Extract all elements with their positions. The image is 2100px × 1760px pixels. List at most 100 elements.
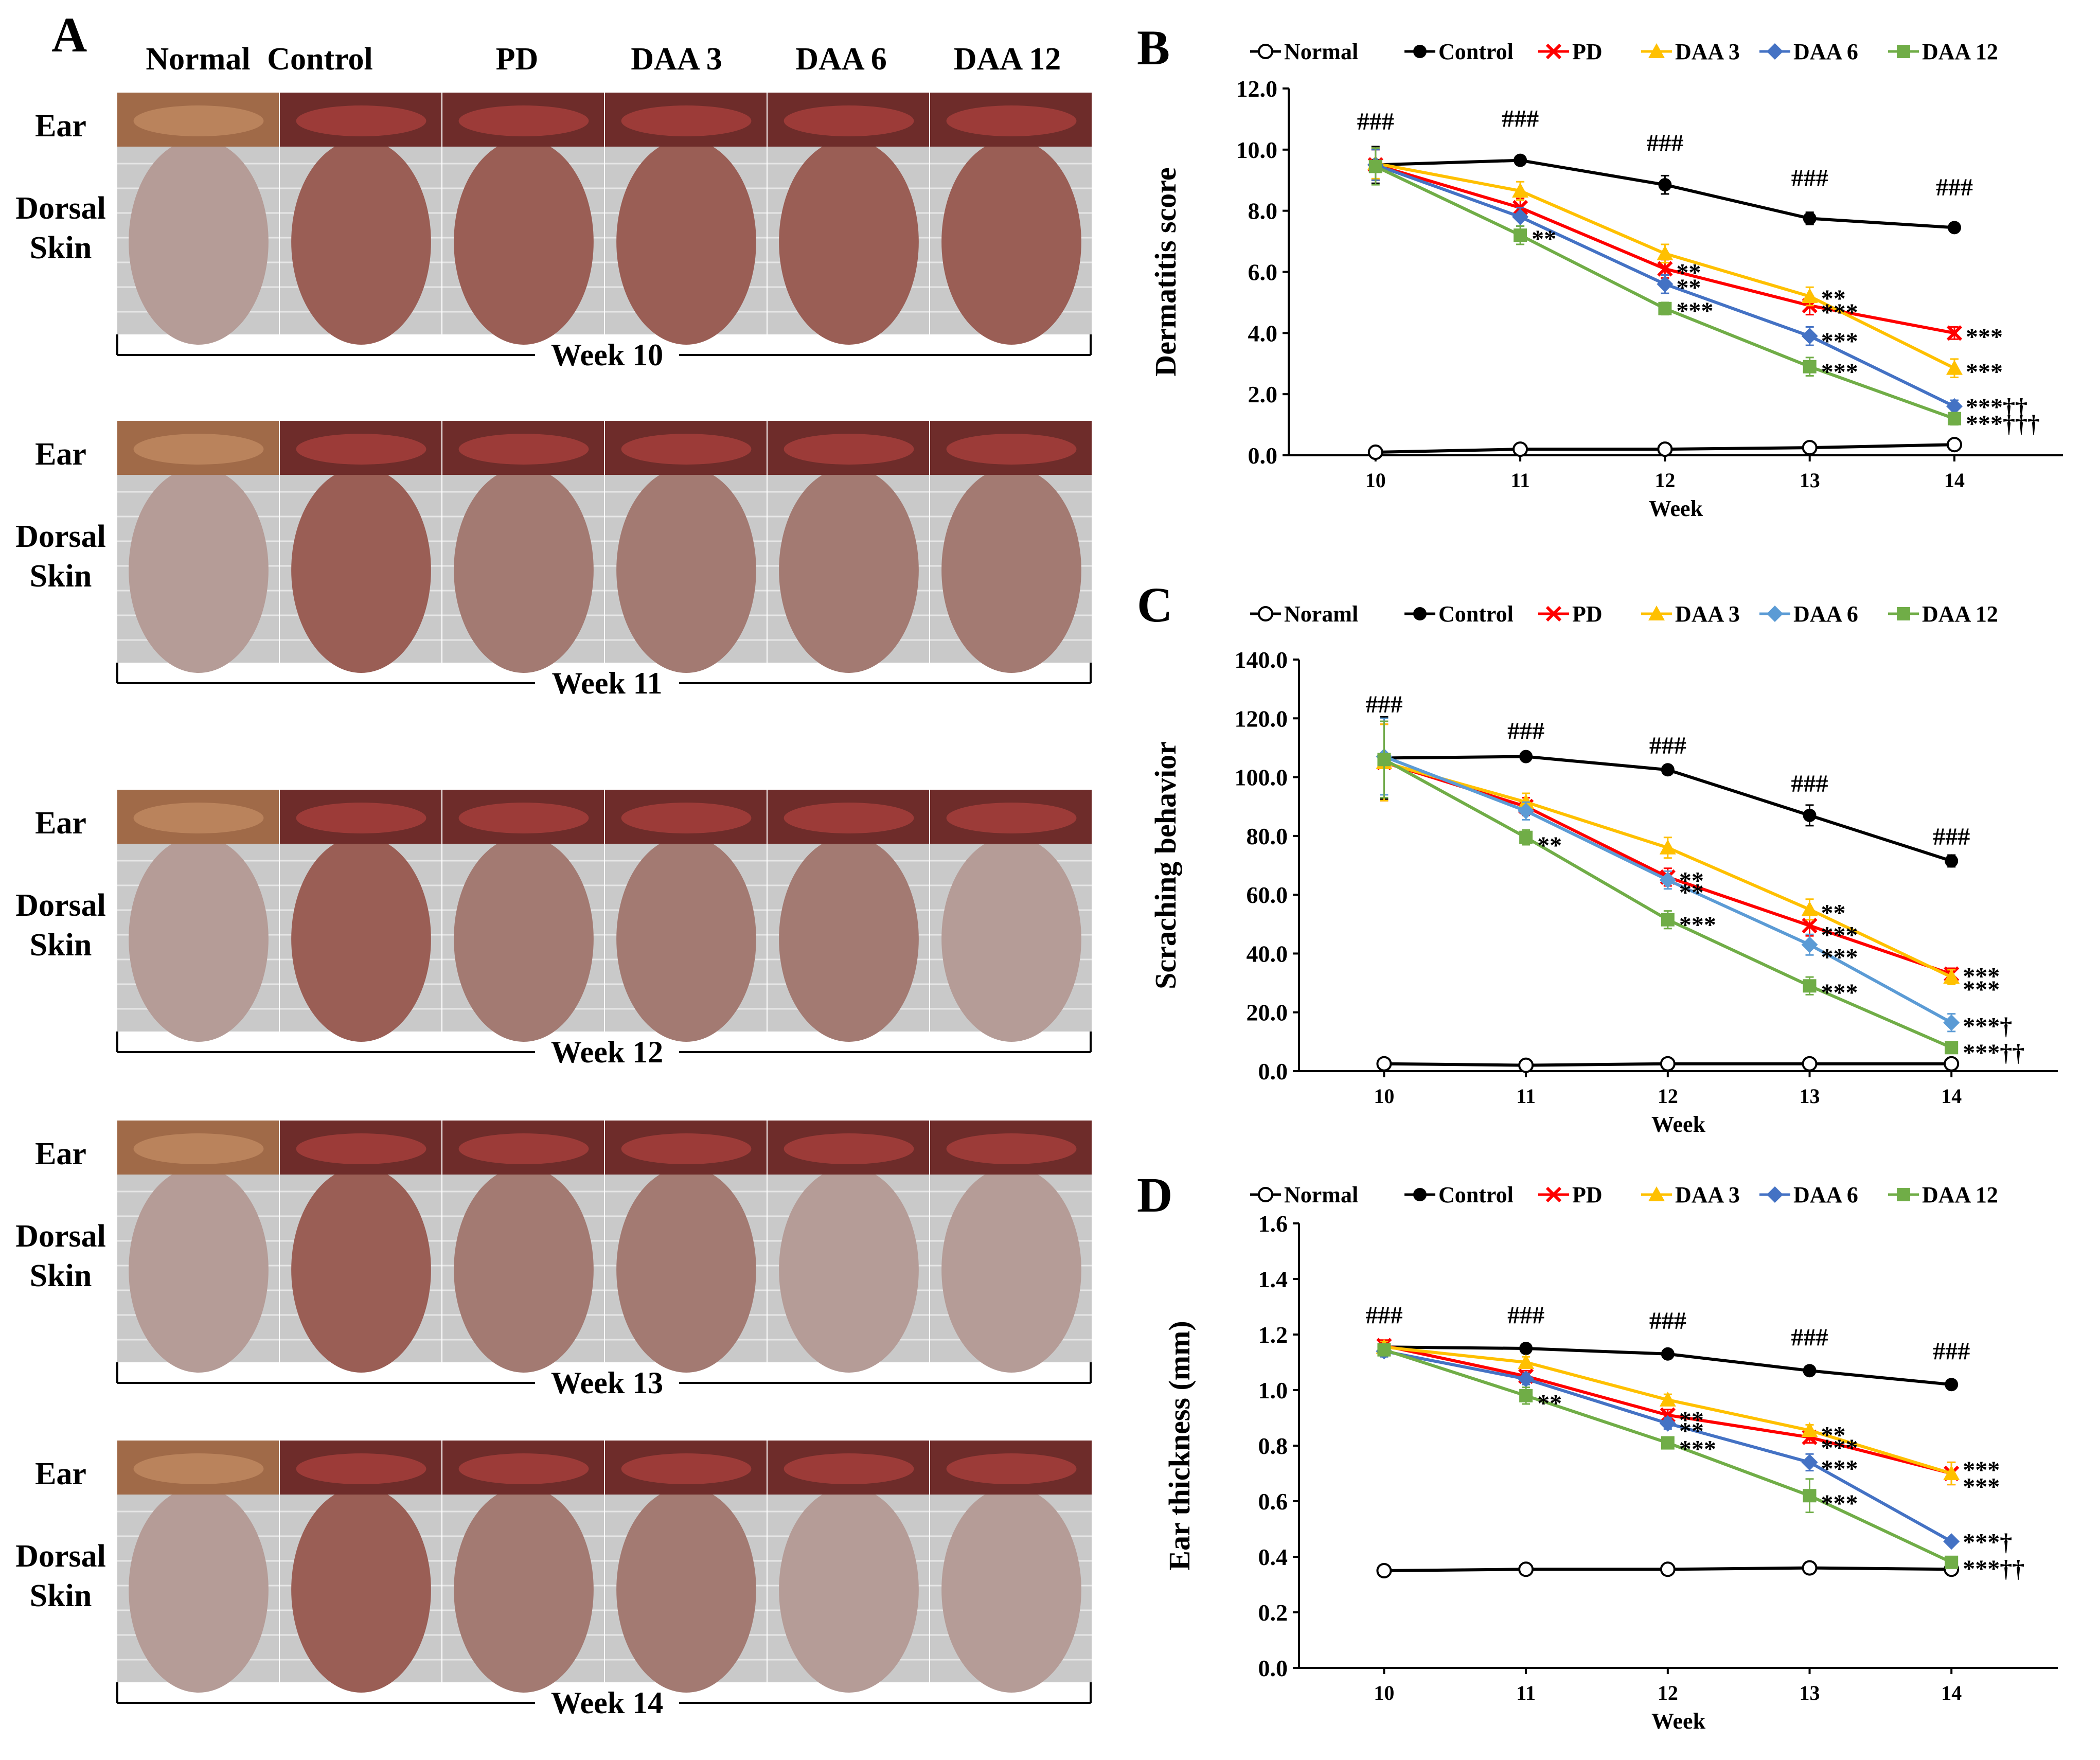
y-tick-label: 1.6 [1258,1211,1288,1237]
significance-mark: ** [1821,1422,1846,1449]
y-tick-label: 0.0 [1258,1655,1288,1681]
data-point-daa-12 [1948,412,1962,425]
data-point-control [1803,1364,1817,1378]
dorsal-skin-photo [129,139,269,345]
data-point-daa-6 [1943,1014,1960,1031]
significance-mark: *** [1821,979,1858,1006]
significance-mark: *** [1676,297,1713,325]
ear-detail [296,803,426,833]
column-header-daa-12: DAA 12 [954,42,1061,77]
legend-label-normal: Normal [1284,39,1358,64]
ear-detail [946,105,1077,136]
ear-detail [458,105,589,136]
photo-pd-week-11 [442,421,604,673]
photo-pd-week-12 [442,790,604,1042]
x-tick-label: 12 [1654,469,1675,492]
y-tick-label: 0.0 [1258,1058,1288,1085]
significance-mark: ### [1365,1302,1402,1329]
row-label-ear: Ear [35,1456,86,1491]
y-tick-label: 20.0 [1247,1000,1288,1026]
significance-mark: ** [1679,1407,1704,1434]
dorsal-skin-photo [291,1487,431,1693]
data-point-control [1945,854,1959,868]
data-point-control [1945,1378,1959,1392]
data-point-daa-12 [1519,830,1533,844]
legend-label-daa-12: DAA 12 [1922,1182,1998,1207]
legend-label-daa-6: DAA 6 [1793,1182,1858,1207]
significance-mark: *** [1821,1490,1858,1517]
ear-detail [621,1453,752,1484]
significance-mark: ### [1649,732,1686,759]
legend-label-daa-6: DAA 6 [1793,601,1858,627]
photo-control-week-11 [280,421,441,673]
dorsal-skin-photo [616,1487,756,1693]
significance-mark: *** [1821,299,1858,326]
significance-mark: ### [1936,174,1973,201]
data-point-daa-3 [1801,288,1818,304]
significance-mark: ** [1821,900,1846,927]
significance-mark: ### [1507,1302,1544,1329]
significance-mark: ### [1507,717,1544,744]
panel-a-week-rows: Ear Dorsal Skin Week 10 Ear Dorsal Skin Week 11… [15,93,1092,1720]
data-point-daa-6 [1659,872,1676,888]
legend-label-control: Control [1438,1182,1514,1207]
legend-marker-daa-12 [1897,607,1910,620]
legend-marker-noraml [1258,606,1273,621]
series-daa-12 [1377,720,1959,1055]
ear-detail [133,1453,264,1484]
significance-mark: *** [1821,921,1858,949]
photo-control-week-13 [280,1121,441,1373]
data-point-daa-3 [1801,1422,1818,1437]
ear-detail [621,803,752,833]
significance-mark: ***† [1963,1529,2012,1556]
dorsal-skin-photo [291,836,431,1042]
dorsal-skin-photo [291,139,431,345]
x-tick-label: 11 [1510,469,1530,492]
legend-label-pd: PD [1572,601,1603,627]
y-tick-label: 40.0 [1247,940,1288,967]
data-point-daa-12 [1368,159,1382,173]
significance-mark: ***†† [1963,1039,2024,1066]
legend-marker-daa-12 [1897,45,1910,58]
dorsal-skin-photo [779,467,919,673]
data-point-daa-3 [1943,1465,1960,1480]
chart-ear-thickness: 0.0 0.2 0.4 0.6 0.8 1.0 1.2 1.4 1.6 10 11 12 13 14 Wee… [1163,1182,2058,1734]
ear-detail [458,803,589,833]
photo-daa-6-week-14 [768,1441,929,1693]
data-point-control [1661,763,1675,777]
x-tick-label: 11 [1516,1085,1536,1108]
data-point-normal [1518,1561,1534,1577]
ear-detail [296,1133,426,1164]
week-label: Week 10 [551,338,663,372]
data-point-daa-6 [1801,936,1818,953]
data-point-daa-12 [1658,301,1672,315]
legend-marker-daa-6 [1767,43,1783,60]
ear-detail [621,434,752,465]
ear-detail [296,434,426,465]
photo-daa-6-week-10 [768,93,929,345]
photo-daa-12-week-11 [930,421,1092,673]
significance-mark: ** [1676,259,1701,287]
data-point-control [1948,221,1962,235]
photo-pd-week-14 [442,1441,604,1693]
significance-mark: *** [1679,911,1716,938]
significance-mark: ***† [1963,1013,2012,1040]
photo-daa-3-week-12 [605,790,767,1042]
data-point-daa-3 [1659,1391,1676,1407]
photo-daa-3-week-13 [605,1121,767,1373]
series-daa-3 [1367,147,1963,378]
significance-mark: ### [1502,105,1539,132]
y-tick-label: 0.0 [1248,442,1278,469]
significance-mark: *** [1679,1436,1716,1463]
data-point-daa-3 [1659,839,1676,855]
legend-marker-control [1413,45,1427,58]
panel-a-column-headers: Normal Control PD DAA 3 DAA 6 DAA 12 [146,42,1061,77]
dorsal-skin-photo [616,467,756,673]
x-axis-label: Week [1651,1112,1706,1137]
significance-mark: ** [1537,1390,1562,1417]
photo-pd-week-10 [442,93,604,345]
legend-label-daa-3: DAA 3 [1675,601,1740,627]
legend-marker-control [1413,1188,1427,1201]
data-point-daa-12 [1661,913,1675,927]
column-header-normal: Normal [146,42,250,77]
